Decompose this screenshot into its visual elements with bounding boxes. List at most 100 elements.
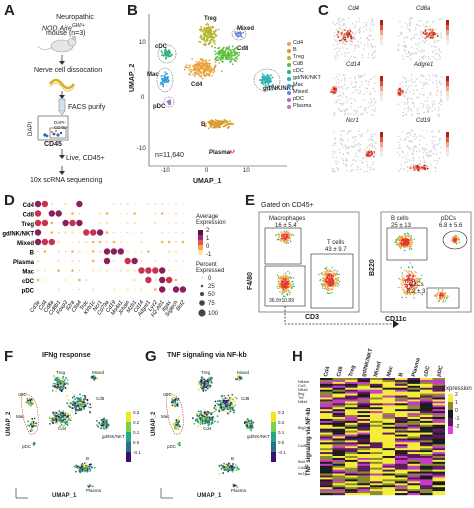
mouse-line1: Neuropathic	[40, 14, 110, 22]
dotplot-dot	[113, 222, 114, 223]
panel-g-tnf: TNF signaling via NF-kb UMAP_2 UMAP_1 Tr…	[145, 348, 292, 503]
dotplot-dot	[93, 270, 94, 271]
dotplot-dot	[100, 289, 101, 290]
dotplot-dot	[71, 269, 74, 272]
dotplot-dot	[159, 267, 165, 273]
umap-label-pdc: pDC	[153, 104, 165, 111]
dotplot-dot	[62, 220, 68, 226]
dotplot-dot	[113, 260, 114, 261]
score-colorbar-tick: -0.1	[278, 450, 286, 455]
flow-right-ylabel: B220	[369, 259, 377, 276]
dotplot-dot	[93, 213, 94, 214]
dotplot-dot	[126, 222, 129, 225]
dotplot-dot	[106, 241, 109, 244]
facs-cd45-axis: CD45	[44, 141, 62, 149]
dotplot-dot	[138, 267, 144, 273]
dotplot-dot	[72, 203, 73, 204]
mouse-icon	[38, 36, 76, 52]
dotplot-dot	[92, 260, 95, 263]
dotplot-dot	[120, 203, 121, 204]
dotplot-dot	[154, 222, 157, 225]
feature-plot-adgre1	[397, 74, 443, 117]
dotplot-dot	[141, 203, 142, 204]
dotplot-dot	[99, 212, 102, 215]
dotplot-dot	[168, 250, 171, 253]
flow-tcell-label: T cells	[327, 240, 344, 247]
dotplot-dot	[65, 260, 66, 261]
umap-label-plasma: Plasma	[209, 150, 230, 157]
dot-pct-0: 0	[208, 276, 211, 283]
dotplot-dot	[173, 286, 179, 292]
score-umap-cluster-label: Treg	[201, 370, 210, 375]
panel_f-cells	[26, 375, 110, 488]
dotplot-dot	[92, 250, 95, 253]
dotplot-dot	[154, 279, 157, 282]
score-umap-cluster-label: gd/NK/NKT	[102, 434, 125, 439]
dotplot-dot	[64, 231, 67, 234]
panel-b-umap: UMAP_2 UMAP_1 n=11,640 -10 0 10 10 0 -10…	[127, 0, 317, 190]
dotplot-dot	[148, 289, 149, 290]
dotplot-dot	[78, 279, 81, 282]
step-facs: FACS purify	[68, 104, 105, 112]
flow-cdc-value: 8.2 ± 3	[407, 289, 425, 296]
heatmap-gene-label: Cd44	[298, 466, 307, 470]
legend-label: Mixed	[293, 89, 308, 96]
score-umap-cluster-label: Cd8	[96, 396, 104, 401]
feature-title-cd4: Cd4	[348, 6, 359, 13]
dotplot-dot	[133, 222, 136, 225]
dotplot-dot	[175, 260, 176, 261]
heatmap-gene-label: Bcl6	[298, 460, 305, 464]
dotplot-dot	[127, 241, 128, 242]
umap-legend-item: Plasma	[287, 103, 321, 110]
flow-bcell-value: 25 ± 13	[391, 223, 411, 230]
dotplot-dot	[106, 222, 109, 225]
dotplot-dot	[37, 251, 38, 252]
flow-dn-value: 36.9±10.89	[269, 298, 294, 305]
dotplot-dot	[71, 212, 74, 215]
heatmap-legend-tick: -2	[455, 424, 459, 430]
dotplot-dot	[57, 269, 60, 272]
heatmap-gene-label: Ccl4	[298, 444, 306, 448]
dotplot-dot	[134, 251, 135, 252]
ifng-title: IFNg response	[42, 352, 91, 360]
dotplot-dot	[99, 250, 102, 253]
legend-swatch	[287, 84, 291, 88]
flow-bcell-label: B cells	[391, 216, 409, 223]
dotplot-dot	[44, 213, 45, 214]
dotplot-dot	[133, 269, 136, 272]
feature-plot-cd4	[332, 17, 376, 60]
legend-swatch	[287, 98, 291, 102]
dotplot-dot	[175, 212, 178, 215]
dotplot-dot	[161, 241, 164, 244]
dotplot-dot	[104, 258, 110, 264]
feature-title-adgre1: Adgre1	[414, 62, 433, 69]
panel-a-workflow: Neuropathic NOD.AireGW/+ mouse (n=3) Ner…	[0, 0, 125, 190]
dotplot-dot	[97, 229, 103, 235]
dot-legend-tick-1: 2	[206, 228, 209, 235]
feature-title-cd8a: Cd8a	[416, 6, 430, 13]
umap-clusters	[157, 23, 280, 154]
dotplot-dot	[169, 289, 170, 290]
dotplot-dot	[148, 222, 149, 223]
score-umap-cluster-label: Treg	[56, 370, 65, 375]
umap-legend-item: pDC	[287, 96, 321, 103]
dotplot-dot	[120, 279, 121, 280]
score-colorbar-tick: 0.0	[278, 440, 284, 445]
legend-label: cDC	[293, 68, 304, 75]
dotplot-dot	[155, 241, 156, 242]
feature-plot-cd8a	[397, 17, 442, 60]
dotplot-dot	[169, 203, 170, 204]
dotplot-row-label: Cd8	[23, 213, 35, 219]
heatmap-gene-label: Nfkb1	[298, 400, 308, 404]
score-colorbar-tick: -0.1	[133, 450, 141, 455]
feature-plot-ncr1	[331, 129, 376, 172]
dotplot-dot	[175, 279, 178, 282]
dotplot-dot	[79, 260, 80, 261]
dotplot-dot	[126, 203, 129, 206]
feature-plots-graphics	[318, 0, 474, 190]
umap-legend-item: cDC	[287, 68, 321, 75]
dotplot-dot	[44, 289, 45, 290]
dotplot-dot	[51, 289, 52, 290]
dotplot-dot	[44, 250, 47, 253]
